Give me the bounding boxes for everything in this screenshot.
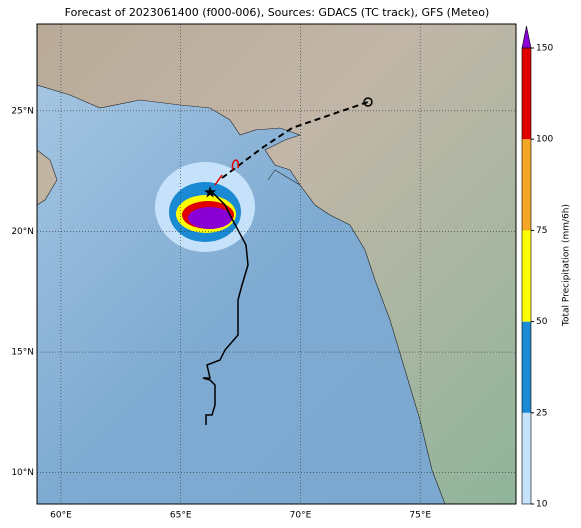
colorbar-segment	[522, 48, 531, 140]
colorbar-frame	[521, 47, 532, 505]
colorbar-tick-label: 25	[536, 408, 547, 418]
coast	[267, 169, 301, 186]
x-tick-label: 75°E	[409, 511, 431, 521]
y-tick-label: 10°N	[11, 468, 34, 478]
frame	[36, 23, 517, 505]
storm-position: ★	[203, 183, 217, 202]
map: ★	[37, 24, 516, 504]
colorbar-extend	[521, 25, 532, 49]
title: Forecast of 2023061400 (f000-006), Sourc…	[65, 6, 490, 19]
colorbar-segment	[522, 412, 531, 504]
tc-track	[202, 97, 373, 425]
precipitation	[155, 162, 255, 252]
colorbar-segment	[522, 321, 531, 413]
land	[37, 149, 58, 206]
y-tick-label: 15°N	[11, 348, 34, 358]
colorbar-segment	[522, 230, 531, 322]
y-tick-label: 20°N	[11, 227, 34, 237]
land	[37, 24, 516, 504]
x-tick-label: 70°E	[290, 511, 312, 521]
grid: 60°E 65°E 70°E 75°E 10°N 15°N 20°N 25°N	[11, 24, 516, 521]
x-tick-label: 65°E	[170, 511, 192, 521]
colorbar-tick-label: 75	[536, 226, 547, 236]
colorbar: 10 25 50 75 100 150	[521, 25, 553, 510]
x-tick-label: 60°E	[50, 511, 72, 521]
colorbar-tick-label: 50	[536, 317, 548, 327]
colorbar-tick-label: 100	[536, 135, 553, 145]
y-tick-label: 25°N	[11, 106, 34, 116]
colorbar-tick-label: 150	[536, 44, 553, 54]
colorbar-segment	[522, 139, 531, 231]
colorbar-label: Total Precipitation (mm/6h)	[562, 204, 572, 327]
colorbar-tick-label: 10	[536, 500, 548, 510]
